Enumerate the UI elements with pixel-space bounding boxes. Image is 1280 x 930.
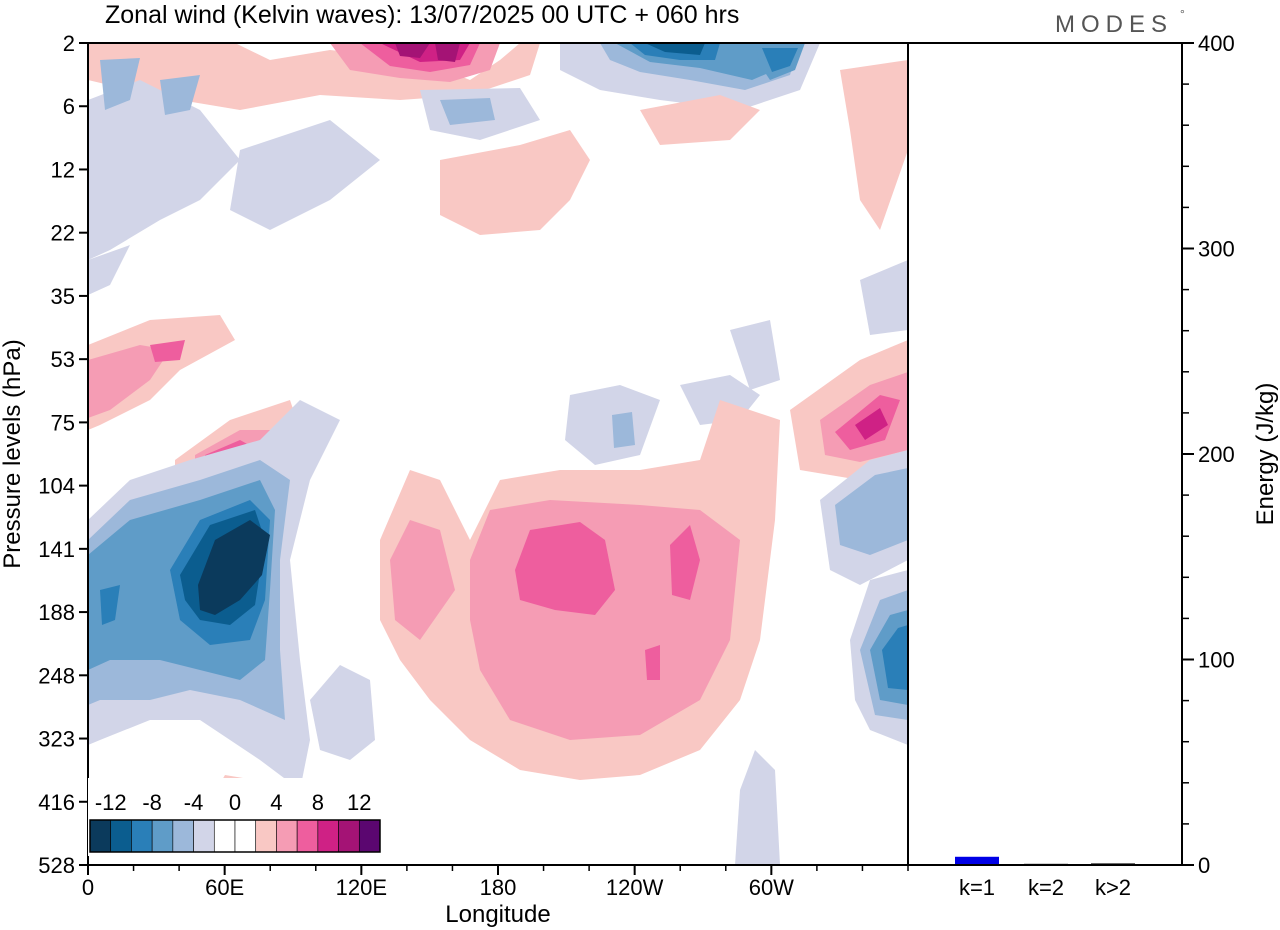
y-tick-label: 416 [38, 790, 75, 815]
contour-region [565, 385, 660, 465]
colorbar-swatch [234, 819, 257, 853]
energy-tick-label: 300 [1198, 237, 1235, 262]
y-tick-label: 35 [51, 284, 75, 309]
heatmap-x-axis: 0 60E 120E 180 120W 60W [82, 865, 909, 900]
contour-region [230, 120, 380, 230]
chart-title: Zonal wind (Kelvin waves): 13/07/2025 00… [105, 1, 739, 29]
contour-region [515, 522, 615, 615]
colorbar-swatch [172, 819, 194, 853]
contour-region [730, 320, 780, 390]
energy-tick-label: 0 [1198, 853, 1210, 878]
contour-region [100, 58, 140, 110]
contour-region [612, 412, 635, 448]
colorbar-swatch [255, 819, 277, 853]
colorbar-label: -8 [142, 790, 162, 815]
y-tick-label: 141 [38, 537, 75, 562]
y-tick-label: 12 [51, 157, 75, 182]
contour-region [88, 245, 130, 295]
y-tick-label: 104 [38, 474, 75, 499]
contour-region [735, 750, 780, 865]
contour-region [840, 60, 908, 230]
contour-region [860, 260, 908, 335]
contour-region [395, 43, 430, 58]
colorbar-frame [89, 819, 381, 853]
contour-region [100, 585, 120, 625]
y-tick-label: 323 [38, 727, 75, 752]
x-tick-label: 60E [205, 875, 244, 900]
y-tick-label: 528 [38, 853, 75, 878]
colorbar-swatch [110, 819, 132, 853]
contour-region [435, 43, 460, 62]
contour-region [835, 468, 908, 555]
contour-region [670, 525, 700, 600]
contour-region [882, 625, 908, 690]
contour-region [855, 408, 888, 440]
contour-region [88, 345, 170, 418]
energy-bar-label: k>2 [1095, 875, 1131, 900]
colorbar-label: -12 [95, 790, 127, 815]
colorbar-swatch [151, 819, 174, 853]
contour-region [440, 98, 495, 125]
contour-region [198, 520, 270, 615]
colorbar-label: 12 [347, 790, 371, 815]
y-axis-title: Pressure levels (hPa) [0, 339, 26, 568]
contour-region [160, 75, 200, 115]
contour-region [440, 130, 590, 235]
energy-bar-label: k=2 [1028, 875, 1064, 900]
contour-region [88, 80, 240, 260]
colorbar-swatch [358, 819, 381, 853]
brand-mark: ° [1180, 7, 1185, 21]
energy-tick-label: 200 [1198, 442, 1235, 467]
contour-region [150, 340, 185, 362]
x-tick-label: 120E [336, 875, 387, 900]
energy-bar-label: k=1 [959, 875, 995, 900]
energy-axis-title: Energy (J/kg) [1252, 383, 1279, 526]
y-tick-label: 188 [38, 600, 75, 625]
heatmap-field [88, 43, 908, 865]
heatmap-y-axis: 2 6 12 22 35 53 75 104 141 188 248 323 416 528 [38, 31, 88, 878]
colorbar-swatch [317, 819, 339, 853]
x-tick-label: 60W [749, 875, 794, 900]
colorbar-swatch [131, 819, 153, 853]
x-tick-label: 120W [606, 875, 664, 900]
colorbar-label: 4 [270, 790, 282, 815]
x-tick-label: 0 [82, 875, 94, 900]
colorbar-label: 8 [312, 790, 324, 815]
colorbar-swatch [296, 819, 319, 853]
energy-tick-label: 100 [1198, 648, 1235, 673]
contour-region [645, 43, 705, 55]
y-tick-label: 2 [63, 31, 75, 56]
y-tick-label: 22 [51, 221, 75, 246]
colorbar-swatch [89, 819, 112, 853]
colorbar-swatch [338, 819, 360, 853]
y-tick-label: 6 [63, 94, 75, 119]
energy-y-axis: 0 100 200 300 400 [1182, 31, 1235, 878]
colorbar-swatch [276, 819, 298, 853]
y-tick-label: 53 [51, 347, 75, 372]
contour-region [762, 48, 798, 72]
contour-region [88, 315, 235, 430]
x-tick-label: 180 [480, 875, 517, 900]
contour-region [310, 665, 375, 760]
contour-region [640, 95, 760, 145]
y-tick-label: 248 [38, 663, 75, 688]
colorbar: -12 -8 -4 0 4 8 12 [88, 778, 382, 856]
colorbar-swatch [193, 819, 215, 853]
brand-logo: MODES [1055, 11, 1173, 38]
energy-bar [955, 856, 999, 865]
energy-tick-label: 400 [1198, 31, 1235, 56]
x-axis-title: Longitude [445, 901, 550, 928]
colorbar-label: -4 [184, 790, 204, 815]
contour-region [645, 645, 660, 680]
y-tick-label: 75 [51, 410, 75, 435]
colorbar-swatch [213, 819, 236, 853]
energy-panel-background [908, 43, 1182, 865]
colorbar-label: 0 [229, 790, 241, 815]
contour-region [390, 520, 455, 640]
